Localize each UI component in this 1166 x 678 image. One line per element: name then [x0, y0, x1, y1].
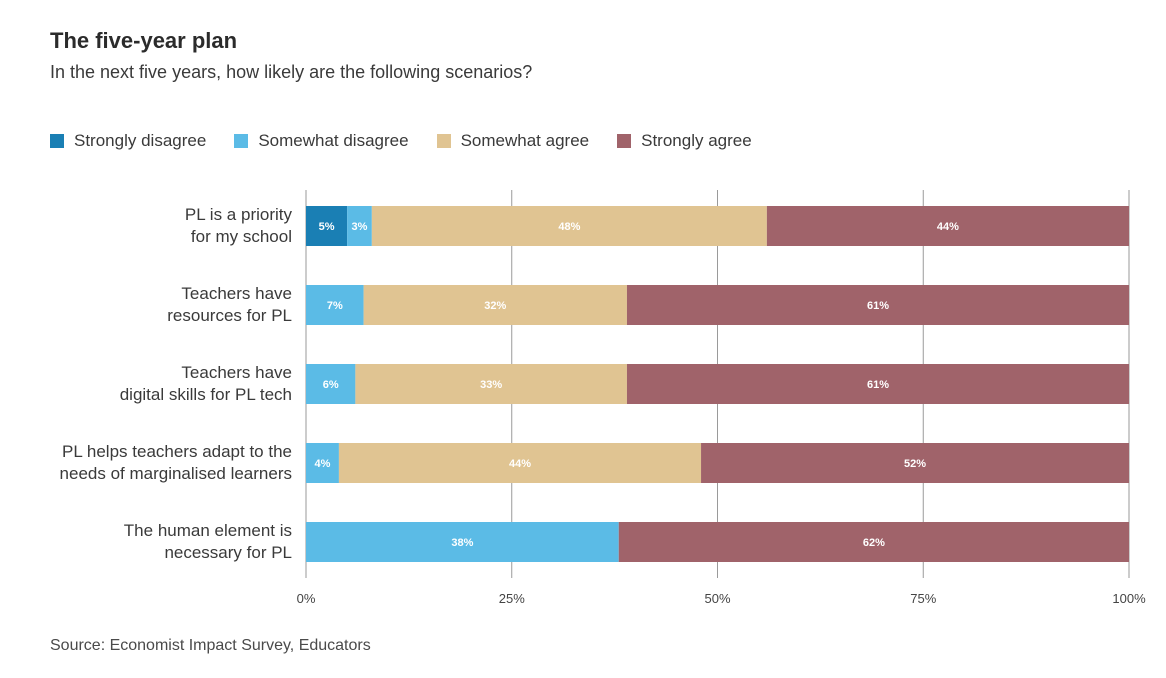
- bar-row0-somewhat-disagree: [347, 206, 372, 246]
- category-label-row3-line1: needs of marginalised learners: [60, 464, 292, 483]
- data-label-row4-3: 62%: [863, 537, 885, 549]
- legend-item-somewhat-agree: Somewhat agree: [436, 131, 590, 151]
- category-label-row1-line1: resources for PL: [167, 306, 292, 325]
- data-label-row2-3: 61%: [867, 379, 889, 391]
- x-tick-label-75: 75%: [910, 591, 936, 606]
- data-label-row3-3: 52%: [904, 458, 926, 470]
- legend-label-somewhat-disagree: Somewhat disagree: [258, 131, 409, 150]
- x-tick-label-100: 100%: [1112, 591, 1146, 606]
- category-label-row4-line1: necessary for PL: [164, 543, 292, 562]
- bar-row1-somewhat-disagree: [306, 285, 364, 325]
- data-label-row0-1: 3%: [352, 221, 368, 233]
- chart-title: The five-year plan: [50, 28, 238, 53]
- category-label-row2-line0: Teachers have: [181, 363, 292, 382]
- x-tick-label-0: 0%: [297, 591, 316, 606]
- data-label-row2-1: 6%: [323, 379, 339, 391]
- data-label-row0-3: 44%: [937, 221, 959, 233]
- bar-row2-strongly-agree: [626, 364, 1129, 404]
- bar-row3-strongly-agree: [701, 443, 1129, 483]
- data-label-row4-1: 38%: [451, 537, 473, 549]
- legend-label-strongly-disagree: Strongly disagree: [74, 131, 207, 150]
- chart-subtitle: In the next five years, how likely are t…: [50, 62, 533, 82]
- data-label-row1-3: 61%: [867, 300, 889, 312]
- bar-row2-somewhat-agree: [355, 364, 627, 404]
- legend-item-strongly-agree: Strongly agree: [617, 131, 752, 151]
- legend-swatch-somewhat-agree: [436, 134, 451, 148]
- category-label-row0-line0: PL is a priority: [185, 205, 293, 224]
- bar-row3-somewhat-agree: [338, 443, 702, 483]
- chart-legend: Strongly disagree Somewhat disagree Some…: [50, 131, 780, 151]
- data-label-row2-2: 33%: [480, 379, 502, 391]
- source-note: Source: Economist Impact Survey, Educato…: [50, 637, 371, 654]
- legend-label-somewhat-agree: Somewhat agree: [460, 131, 590, 150]
- category-label-row2-line1: digital skills for PL tech: [120, 385, 292, 404]
- data-label-row0-2: 48%: [558, 221, 580, 233]
- bar-row2-somewhat-disagree: [306, 364, 356, 404]
- bar-row1-strongly-agree: [626, 285, 1129, 325]
- category-label-row3-line0: PL helps teachers adapt to the: [62, 442, 292, 461]
- data-label-row1-1: 7%: [327, 300, 343, 312]
- category-label-row1-line0: Teachers have: [181, 284, 292, 303]
- category-label-row0-line1: for my school: [191, 227, 292, 246]
- legend-swatch-strongly-disagree: [50, 134, 64, 148]
- legend-item-somewhat-disagree: Somewhat disagree: [234, 131, 409, 151]
- bar-row3-somewhat-disagree: [306, 443, 339, 483]
- bar-row4-somewhat-disagree: [306, 522, 619, 562]
- data-label-row3-1: 4%: [315, 458, 331, 470]
- x-tick-label-50: 50%: [704, 591, 730, 606]
- data-label-row1-2: 32%: [484, 300, 506, 312]
- category-label-row4-line0: The human element is: [124, 521, 292, 540]
- bar-row0-strongly-disagree: [306, 206, 348, 246]
- legend-item-strongly-disagree: Strongly disagree: [50, 131, 206, 151]
- bar-row0-somewhat-agree: [371, 206, 767, 246]
- data-label-row0-0: 5%: [319, 221, 335, 233]
- data-label-row3-2: 44%: [509, 458, 531, 470]
- bar-row0-strongly-agree: [766, 206, 1129, 246]
- legend-swatch-somewhat-disagree: [234, 134, 249, 148]
- bar-row4-strongly-agree: [618, 522, 1129, 562]
- legend-swatch-strongly-agree: [617, 134, 632, 148]
- legend-label-strongly-agree: Strongly agree: [641, 131, 752, 150]
- bar-row1-somewhat-agree: [363, 285, 627, 325]
- x-tick-label-25: 25%: [499, 591, 525, 606]
